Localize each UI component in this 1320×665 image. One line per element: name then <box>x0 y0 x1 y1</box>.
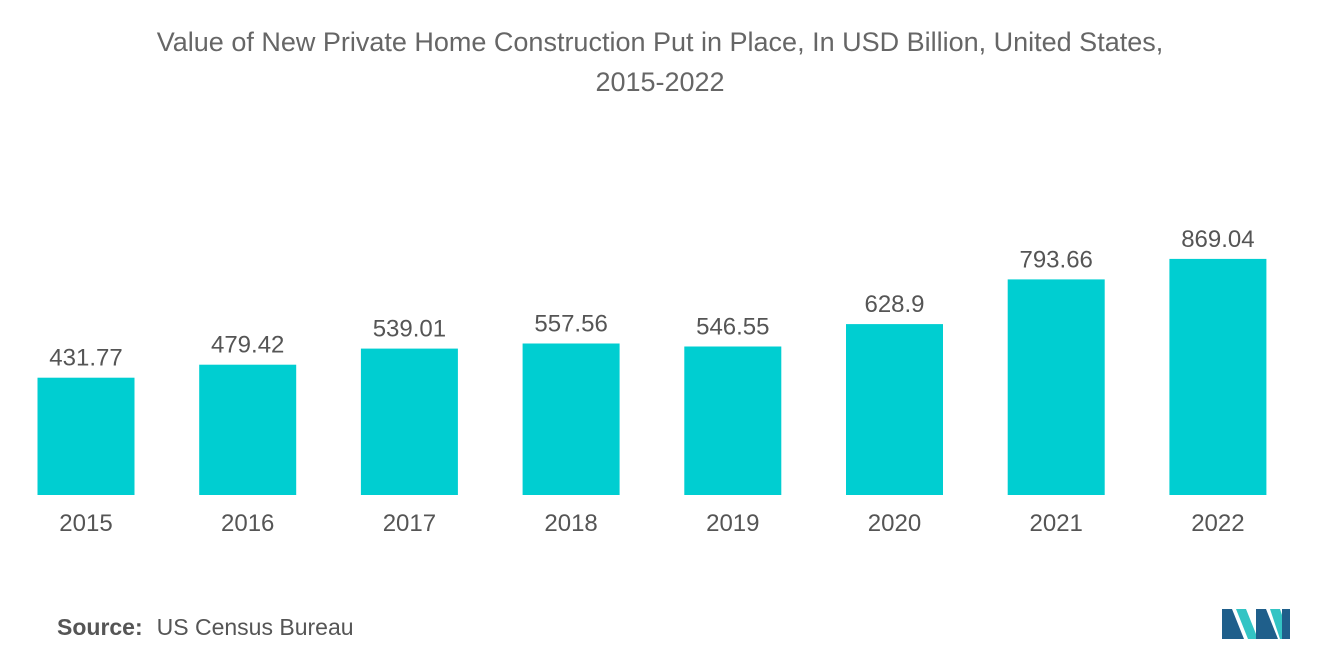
chart-title: Value of New Private Home Construction P… <box>0 22 1320 102</box>
bar-2018 <box>522 343 620 495</box>
bar-2020 <box>846 324 943 495</box>
bar-2019 <box>684 346 782 495</box>
mordor-intelligence-logo-icon <box>1222 609 1290 639</box>
bar-2022 <box>1169 258 1267 495</box>
x-tick-label-2021: 2021 <box>1030 510 1083 537</box>
bar-chart: 431.77 2015 479.42 2016 539.01 2017 557.56 2018… <box>37 226 1267 537</box>
bar-2016 <box>199 364 297 495</box>
data-label-2020: 628.9 <box>864 291 924 318</box>
data-label-2022: 869.04 <box>1181 226 1254 253</box>
data-label-2019: 546.55 <box>696 314 769 341</box>
x-tick-label-2018: 2018 <box>544 510 597 537</box>
data-label-2015: 431.77 <box>49 345 122 372</box>
data-label-2021: 793.66 <box>1019 246 1092 273</box>
chart-title-line-2: 2015-2022 <box>595 67 725 97</box>
source-label: Source: <box>57 614 143 640</box>
chart-title-line-1: Value of New Private Home Construction P… <box>156 27 1164 57</box>
data-label-2017: 539.01 <box>373 316 446 343</box>
data-label-2018: 557.56 <box>534 311 607 338</box>
bar-2021 <box>1007 279 1105 495</box>
data-label-2016: 479.42 <box>211 332 284 359</box>
source-note: Source: US Census Bureau <box>57 614 354 641</box>
bar-2017 <box>360 348 458 495</box>
x-tick-label-2016: 2016 <box>221 510 274 537</box>
x-tick-label-2017: 2017 <box>383 510 436 537</box>
source-value: US Census Bureau <box>156 614 354 640</box>
x-tick-label-2020: 2020 <box>868 510 921 537</box>
x-tick-label-2019: 2019 <box>706 510 759 537</box>
x-tick-label-2022: 2022 <box>1191 510 1244 537</box>
x-tick-label-2015: 2015 <box>59 510 112 537</box>
bar-2015 <box>37 377 135 495</box>
